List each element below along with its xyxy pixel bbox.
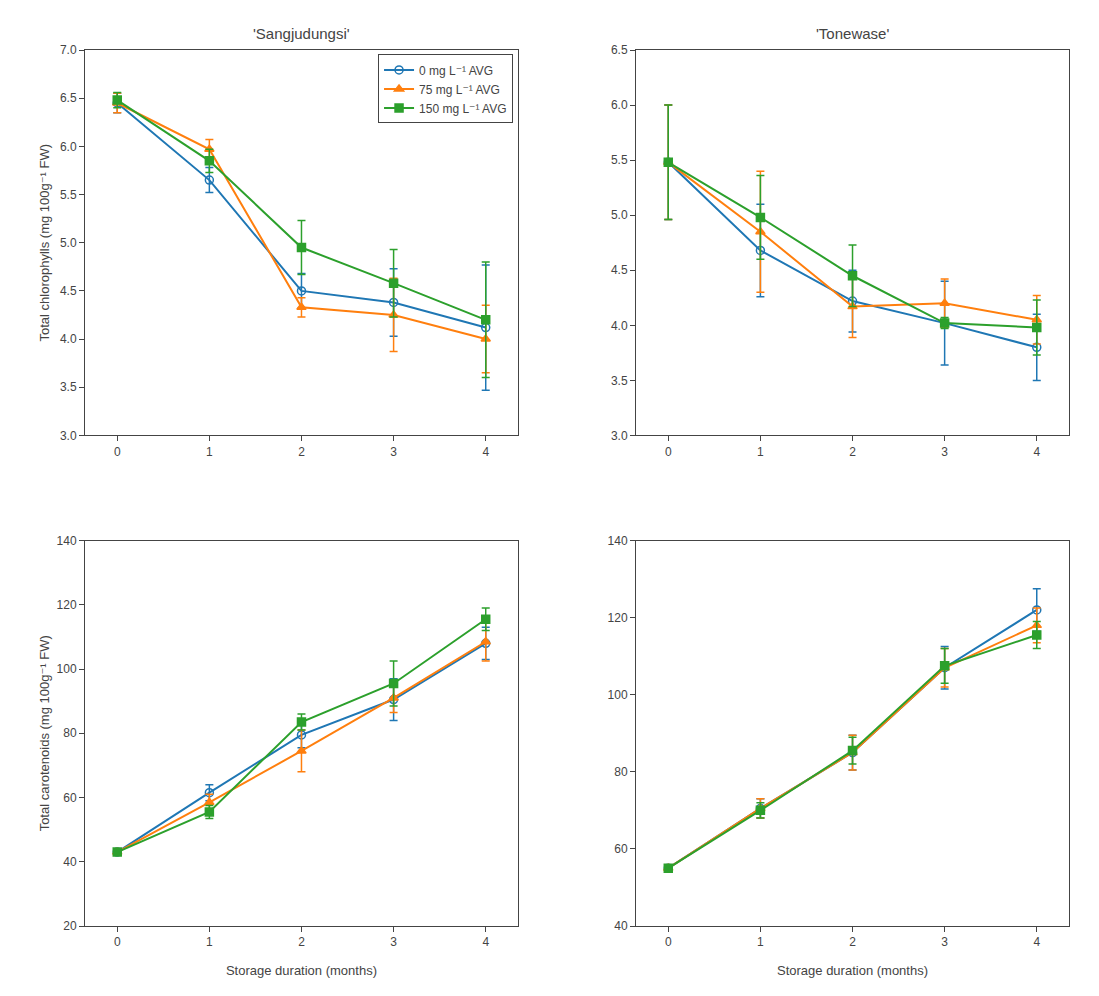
svg-text:80: 80 xyxy=(63,726,77,740)
svg-text:Storage duration (months): Storage duration (months) xyxy=(777,963,928,978)
svg-text:2: 2 xyxy=(298,935,305,949)
svg-text:5.0: 5.0 xyxy=(611,208,628,222)
svg-text:2: 2 xyxy=(849,935,856,949)
svg-text:4.0: 4.0 xyxy=(611,319,628,333)
svg-text:6.5: 6.5 xyxy=(611,43,628,57)
svg-text:0: 0 xyxy=(114,935,121,949)
svg-text:140: 140 xyxy=(57,534,77,548)
svg-text:80: 80 xyxy=(614,765,628,779)
svg-text:20: 20 xyxy=(63,919,77,933)
svg-text:Total chlorophylls (mg 100g⁻¹: Total chlorophylls (mg 100g⁻¹ FW) xyxy=(37,144,52,342)
svg-text:4: 4 xyxy=(1033,935,1040,949)
svg-text:2: 2 xyxy=(849,445,856,459)
svg-text:150 mg L⁻¹ AVG: 150 mg L⁻¹ AVG xyxy=(419,102,507,116)
svg-text:0: 0 xyxy=(114,445,121,459)
svg-text:0: 0 xyxy=(665,935,672,949)
svg-text:140: 140 xyxy=(608,534,628,548)
svg-text:Storage duration (months): Storage duration (months) xyxy=(226,963,377,978)
svg-text:4: 4 xyxy=(482,935,489,949)
svg-text:4: 4 xyxy=(482,445,489,459)
svg-text:2: 2 xyxy=(298,445,305,459)
svg-text:0 mg L⁻¹ AVG: 0 mg L⁻¹ AVG xyxy=(419,64,493,78)
svg-text:75 mg L⁻¹ AVG: 75 mg L⁻¹ AVG xyxy=(419,83,500,97)
svg-text:3: 3 xyxy=(390,935,397,949)
svg-text:1: 1 xyxy=(757,445,764,459)
svg-text:4.5: 4.5 xyxy=(60,284,77,298)
svg-text:1: 1 xyxy=(757,935,764,949)
svg-text:3: 3 xyxy=(390,445,397,459)
svg-text:5.5: 5.5 xyxy=(611,153,628,167)
svg-text:'Sangjudungsi': 'Sangjudungsi' xyxy=(253,25,350,42)
svg-text:3.0: 3.0 xyxy=(611,429,628,443)
svg-text:60: 60 xyxy=(614,842,628,856)
svg-text:120: 120 xyxy=(608,611,628,625)
svg-text:3: 3 xyxy=(941,935,948,949)
svg-text:3.5: 3.5 xyxy=(611,374,628,388)
svg-text:1: 1 xyxy=(206,445,213,459)
svg-text:1: 1 xyxy=(206,935,213,949)
svg-text:4.5: 4.5 xyxy=(611,263,628,277)
svg-text:4: 4 xyxy=(1033,445,1040,459)
svg-text:6.0: 6.0 xyxy=(611,98,628,112)
svg-text:40: 40 xyxy=(63,855,77,869)
svg-text:3: 3 xyxy=(941,445,948,459)
svg-text:3.5: 3.5 xyxy=(60,380,77,394)
svg-text:'Tonewase': 'Tonewase' xyxy=(816,25,889,42)
svg-text:7.0: 7.0 xyxy=(60,43,77,57)
svg-text:Total carotenoids (mg 100g⁻¹ F: Total carotenoids (mg 100g⁻¹ FW) xyxy=(37,635,52,831)
svg-text:6.5: 6.5 xyxy=(60,91,77,105)
svg-text:100: 100 xyxy=(608,688,628,702)
svg-text:3.0: 3.0 xyxy=(60,429,77,443)
svg-text:60: 60 xyxy=(63,791,77,805)
svg-text:4.0: 4.0 xyxy=(60,332,77,346)
svg-text:0: 0 xyxy=(665,445,672,459)
svg-text:40: 40 xyxy=(614,919,628,933)
svg-text:6.0: 6.0 xyxy=(60,140,77,154)
svg-text:5.5: 5.5 xyxy=(60,188,77,202)
svg-text:5.0: 5.0 xyxy=(60,236,77,250)
svg-text:100: 100 xyxy=(57,662,77,676)
svg-text:120: 120 xyxy=(57,598,77,612)
